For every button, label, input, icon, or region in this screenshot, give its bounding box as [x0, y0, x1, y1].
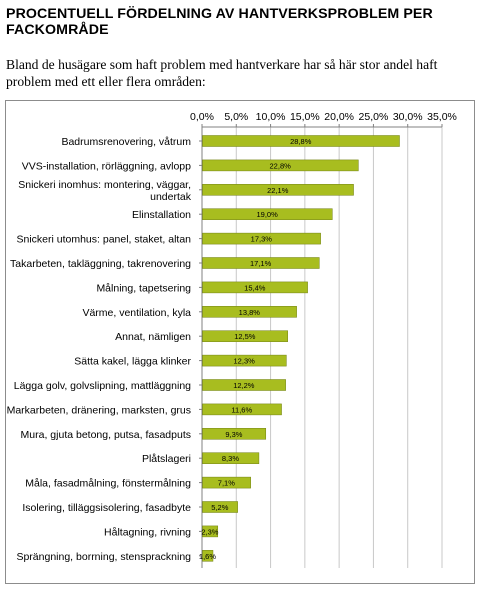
y-tick-label: Plåtslageri: [142, 453, 191, 465]
bar: [202, 501, 238, 513]
y-tick-label: Isolering, tilläggsisolering, fasadbyte: [22, 502, 191, 514]
y-tick-label: Takarbeten, takläggning, takrenovering: [10, 258, 191, 270]
y-tick-label: Elinstallation: [132, 209, 191, 221]
y-tick-label: Snickeri inomhus: montering, väggar,: [18, 179, 191, 191]
bar: [202, 306, 297, 318]
bar: [202, 354, 287, 367]
data-label: 12,5%: [234, 332, 256, 341]
data-label: 28,8%: [290, 137, 312, 146]
data-label: 19,0%: [257, 210, 279, 219]
y-tick-label: Målning, tapetsering: [96, 282, 191, 294]
chart-frame: [5, 100, 475, 584]
data-label: 8,3%: [222, 454, 239, 463]
x-tick-label: 10,0%: [256, 111, 286, 123]
bar: [202, 208, 333, 220]
x-tick-label: 25,0%: [359, 111, 389, 123]
data-label: 22,1%: [267, 186, 289, 195]
x-tick-label: 20,0%: [324, 111, 354, 123]
data-label: 12,2%: [233, 381, 255, 390]
x-tick-label: 0,0%: [190, 111, 214, 123]
bar: [202, 135, 400, 147]
bar: [202, 550, 214, 562]
x-tick-label: 15,0%: [290, 111, 320, 123]
bar: [202, 525, 219, 538]
bar: [202, 403, 282, 416]
data-label: 13,8%: [239, 308, 261, 317]
bar: [202, 330, 288, 342]
bar: [202, 184, 354, 196]
y-tick-label: Sprängning, borrning, stensprackning: [16, 551, 191, 563]
y-tick-label: Badrumsrenovering, våtrum: [61, 136, 191, 148]
data-label: 1,6%: [199, 552, 216, 561]
data-label: 15,4%: [244, 283, 266, 292]
bar: [202, 452, 260, 464]
bar: [202, 428, 267, 440]
data-label: 7,1%: [218, 479, 235, 488]
y-tick-label: Värme, ventilation, kyla: [82, 307, 191, 319]
page-subtitle: Bland de husägare som haft problem med h…: [6, 57, 438, 89]
x-tick-label: 5,0%: [224, 111, 248, 123]
y-tick-label: Snickeri utomhus: panel, staket, altan: [16, 234, 191, 246]
bar: [202, 281, 308, 294]
y-tick-label: Sätta kakel, lägga klinker: [74, 356, 191, 368]
bar: [202, 257, 320, 269]
x-tick-label: 30,0%: [393, 111, 423, 123]
bar: [202, 379, 286, 391]
data-label: 17,3%: [251, 235, 273, 244]
bar: [202, 159, 359, 172]
data-label: 5,2%: [211, 503, 228, 512]
y-tick-label: Markarbeten, dränering, marksten, grus: [7, 404, 191, 416]
y-tick-label: VVS-installation, rörläggning, avlopp: [22, 160, 191, 172]
y-tick-label: undertak: [150, 191, 192, 203]
y-tick-label: Måla, fasadmålning, fönstermålning: [25, 478, 191, 490]
bar: [202, 476, 251, 489]
y-tick-label: Annat, nämligen: [115, 331, 191, 343]
data-label: 9,3%: [225, 430, 242, 439]
page-title: PROCENTUELL FÖRDELNING AV HANTVERKSPROBL…: [6, 6, 433, 38]
y-tick-label: Mura, gjuta betong, putsa, fasadputs: [21, 429, 191, 441]
bar: [202, 232, 321, 245]
data-label: 22,8%: [270, 161, 292, 170]
data-label: 12,3%: [234, 357, 256, 366]
data-label: 2,3%: [201, 527, 218, 536]
data-label: 17,1%: [250, 259, 272, 268]
y-tick-label: Lägga golv, golvslipning, mattläggning: [14, 380, 191, 392]
y-tick-label: Håltagning, rivning: [104, 526, 191, 538]
data-label: 11,6%: [231, 405, 252, 414]
x-tick-label: 35,0%: [427, 111, 457, 123]
